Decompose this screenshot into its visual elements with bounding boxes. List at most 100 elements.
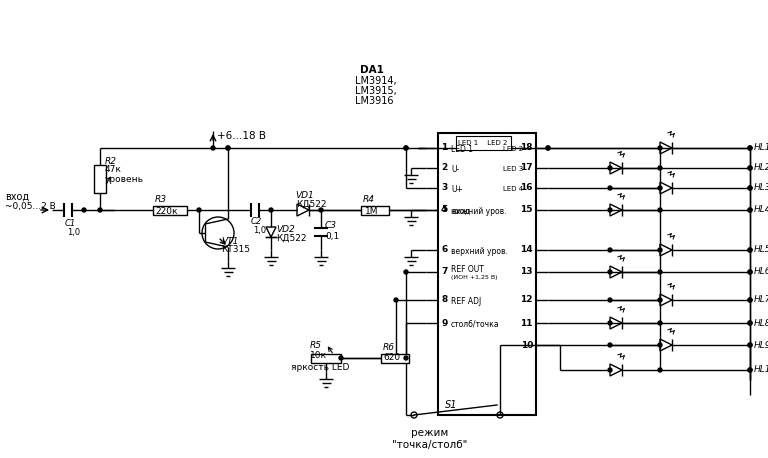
Circle shape <box>748 270 752 274</box>
Text: 1,0: 1,0 <box>253 227 266 235</box>
Circle shape <box>748 248 752 252</box>
Circle shape <box>658 298 662 302</box>
Text: 18: 18 <box>521 143 533 153</box>
Circle shape <box>748 270 752 274</box>
Text: LED 2: LED 2 <box>503 146 523 152</box>
Circle shape <box>658 208 662 212</box>
Text: верхний уров.: верхний уров. <box>451 246 508 256</box>
Text: LM3916: LM3916 <box>355 96 393 106</box>
Text: U-: U- <box>451 164 459 174</box>
Text: 4: 4 <box>441 206 448 214</box>
Circle shape <box>658 166 662 170</box>
Text: REF ADJ: REF ADJ <box>451 296 482 305</box>
Text: LED 1    LED 2: LED 1 LED 2 <box>458 140 508 146</box>
Text: яркость LED: яркость LED <box>291 364 349 372</box>
Circle shape <box>546 146 550 150</box>
Bar <box>311 354 341 362</box>
Text: VD1: VD1 <box>295 191 314 200</box>
Text: R4: R4 <box>363 196 375 205</box>
Circle shape <box>748 208 752 212</box>
Text: LED 3: LED 3 <box>503 166 523 172</box>
Text: 47к: 47к <box>105 165 122 174</box>
Text: LM3915,: LM3915, <box>355 86 397 96</box>
Bar <box>94 165 106 193</box>
Text: HL7: HL7 <box>754 295 768 305</box>
Circle shape <box>748 343 752 347</box>
Text: 10: 10 <box>521 340 533 349</box>
Circle shape <box>748 298 752 302</box>
Text: режим: режим <box>412 428 449 438</box>
Text: R6: R6 <box>383 344 395 353</box>
Circle shape <box>546 146 550 150</box>
Bar <box>381 354 409 362</box>
Text: 17: 17 <box>521 164 533 173</box>
Text: (ИОН +1,25 В): (ИОН +1,25 В) <box>451 274 498 279</box>
Text: C1: C1 <box>65 219 76 229</box>
Text: 0,1: 0,1 <box>325 231 339 240</box>
Circle shape <box>748 368 752 372</box>
Text: HL1: HL1 <box>754 143 768 153</box>
Text: 9: 9 <box>441 318 448 327</box>
Text: C2: C2 <box>251 218 262 227</box>
Circle shape <box>339 356 343 360</box>
Bar <box>361 206 389 214</box>
Circle shape <box>608 368 612 372</box>
Bar <box>153 206 187 214</box>
Bar <box>438 133 536 415</box>
Circle shape <box>226 146 230 150</box>
Circle shape <box>748 298 752 302</box>
Text: 7: 7 <box>441 267 448 277</box>
Text: нижний уров.: нижний уров. <box>451 207 507 216</box>
Text: HL4: HL4 <box>754 206 768 214</box>
Text: 16: 16 <box>521 184 533 192</box>
Circle shape <box>98 208 102 212</box>
Circle shape <box>404 146 408 150</box>
Text: DA1: DA1 <box>360 65 384 75</box>
Text: 13: 13 <box>521 267 533 277</box>
Circle shape <box>404 270 408 274</box>
Text: 620: 620 <box>383 354 400 362</box>
Circle shape <box>748 166 752 170</box>
Circle shape <box>658 186 662 190</box>
Circle shape <box>608 248 612 252</box>
Text: 6: 6 <box>441 245 447 255</box>
Text: вход: вход <box>451 207 470 216</box>
Circle shape <box>748 321 752 325</box>
Text: R2: R2 <box>105 157 117 165</box>
Text: вход: вход <box>5 192 29 202</box>
Text: 1,0: 1,0 <box>67 228 80 236</box>
Circle shape <box>197 208 201 212</box>
Text: "точка/столб": "точка/столб" <box>392 440 468 450</box>
Text: HL2: HL2 <box>754 164 768 173</box>
Text: 5: 5 <box>441 206 447 214</box>
Text: 8: 8 <box>441 295 447 305</box>
Text: LED 4: LED 4 <box>503 186 523 192</box>
Circle shape <box>608 270 612 274</box>
Bar <box>456 136 511 150</box>
Text: столб/точка: столб/точка <box>451 320 500 328</box>
Circle shape <box>748 208 752 212</box>
Text: LED 1: LED 1 <box>451 145 473 153</box>
Text: 2: 2 <box>441 164 447 173</box>
Text: 11: 11 <box>521 318 533 327</box>
Text: HL6: HL6 <box>754 267 768 277</box>
Text: 220к: 220к <box>155 207 177 216</box>
Text: HL5: HL5 <box>754 245 768 255</box>
Text: R3: R3 <box>155 196 167 205</box>
Text: REF OUT: REF OUT <box>451 265 484 273</box>
Circle shape <box>658 248 662 252</box>
Circle shape <box>319 208 323 212</box>
Text: 3: 3 <box>441 184 447 192</box>
Text: U+: U+ <box>451 185 463 193</box>
Circle shape <box>748 186 752 190</box>
Text: 14: 14 <box>521 245 533 255</box>
Circle shape <box>748 146 752 150</box>
Circle shape <box>608 298 612 302</box>
Circle shape <box>404 356 408 360</box>
Text: ~0,05...2 В: ~0,05...2 В <box>5 202 56 212</box>
Text: 1M: 1M <box>365 207 379 216</box>
Circle shape <box>269 208 273 212</box>
Text: КД522: КД522 <box>276 234 306 242</box>
Circle shape <box>748 248 752 252</box>
Circle shape <box>748 321 752 325</box>
